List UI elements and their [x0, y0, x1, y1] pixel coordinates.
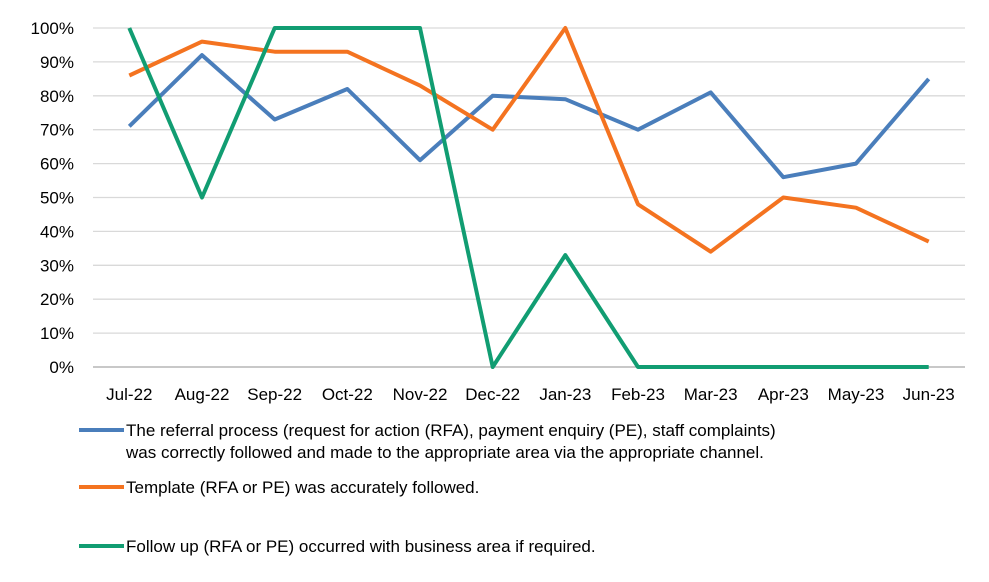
- series-line-3: [127, 26, 929, 369]
- y-tick-label: 50%: [40, 189, 74, 208]
- x-tick-label: Jan-23: [539, 385, 591, 404]
- series-line-1: [127, 53, 931, 180]
- y-tick-label: 70%: [40, 121, 74, 140]
- series-line-2: [128, 26, 930, 254]
- y-axis-ticks: 0% 10% 20% 30% 40% 50% 60% 70% 80% 90% 100%: [31, 19, 74, 377]
- y-tick-label: 40%: [40, 222, 74, 241]
- x-tick-label: Apr-23: [758, 385, 809, 404]
- x-tick-label: Nov-22: [393, 385, 448, 404]
- x-tick-label: Aug-22: [175, 385, 230, 404]
- series-lines: [127, 26, 931, 369]
- x-tick-label: Sep-22: [247, 385, 302, 404]
- y-tick-label: 90%: [40, 53, 74, 72]
- y-tick-label: 60%: [40, 155, 74, 174]
- y-tick-label: 30%: [40, 256, 74, 275]
- y-tick-label: 20%: [40, 290, 74, 309]
- legend-label: was correctly followed and made to the a…: [125, 443, 764, 462]
- legend-label: The referral process (request for action…: [126, 421, 776, 440]
- legend-label: Template (RFA or PE) was accurately foll…: [126, 478, 479, 497]
- x-tick-label: Dec-22: [465, 385, 520, 404]
- y-tick-label: 100%: [31, 19, 74, 38]
- x-tick-label: Oct-22: [322, 385, 373, 404]
- y-tick-label: 10%: [40, 324, 74, 343]
- x-tick-label: May-23: [828, 385, 885, 404]
- y-tick-label: 80%: [40, 87, 74, 106]
- x-axis-ticks: Jul-22 Aug-22 Sep-22 Oct-22 Nov-22 Dec-22 Jan-…: [106, 385, 954, 404]
- x-tick-label: Mar-23: [684, 385, 738, 404]
- y-tick-label: 0%: [49, 358, 74, 377]
- legend-label: Follow up (RFA or PE) occurred with busi…: [126, 537, 596, 556]
- x-tick-label: Jun-23: [903, 385, 955, 404]
- legend: The referral process (request for action…: [79, 421, 776, 556]
- x-tick-label: Jul-22: [106, 385, 152, 404]
- x-tick-label: Feb-23: [611, 385, 665, 404]
